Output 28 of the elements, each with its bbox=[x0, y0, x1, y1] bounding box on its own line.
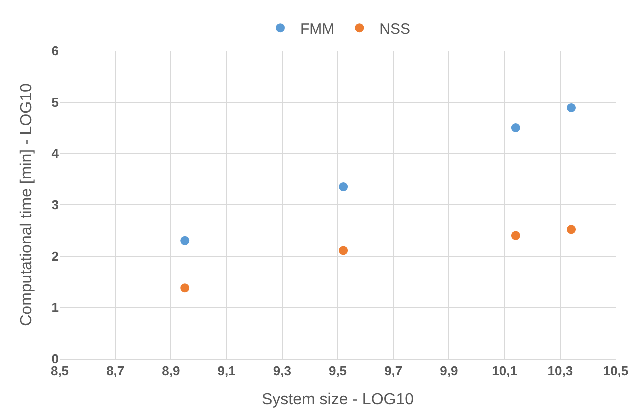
point bbox=[180, 284, 190, 293]
legend-label: NSS bbox=[380, 20, 410, 38]
y-tick-label: 5 bbox=[52, 94, 59, 110]
y-tick-label: 4 bbox=[52, 146, 60, 162]
x-tick-label: 9,7 bbox=[384, 364, 403, 379]
point bbox=[180, 236, 190, 246]
y-tick-label: 6 bbox=[52, 44, 59, 59]
x-axis-title: System size - LOG10 bbox=[262, 391, 414, 408]
y-tick-label: 2 bbox=[52, 248, 59, 264]
y-axis-title: Computational time [min] - LOG10 bbox=[18, 84, 36, 326]
point bbox=[339, 246, 348, 256]
x-tick-label: 8,7 bbox=[106, 364, 125, 379]
x-tick-label: 9,9 bbox=[440, 364, 458, 379]
point bbox=[511, 231, 520, 240]
x-tick-label: 9,3 bbox=[273, 364, 292, 379]
point bbox=[339, 182, 348, 192]
legend-label: FMM bbox=[300, 20, 335, 38]
x-tick-label: 8,9 bbox=[162, 364, 180, 379]
x-tick-label: 9,1 bbox=[218, 364, 236, 379]
point bbox=[511, 124, 520, 132]
x-tick-label: 10,3 bbox=[548, 364, 574, 379]
y-tick-label: 1 bbox=[52, 300, 59, 316]
x-tick-label: 10,1 bbox=[492, 364, 518, 379]
x-tick-label: 10,5 bbox=[603, 364, 629, 379]
y-tick-label: 3 bbox=[52, 198, 59, 213]
x-tick-label: 9,5 bbox=[328, 364, 348, 379]
point bbox=[567, 103, 576, 112]
point bbox=[567, 225, 576, 234]
